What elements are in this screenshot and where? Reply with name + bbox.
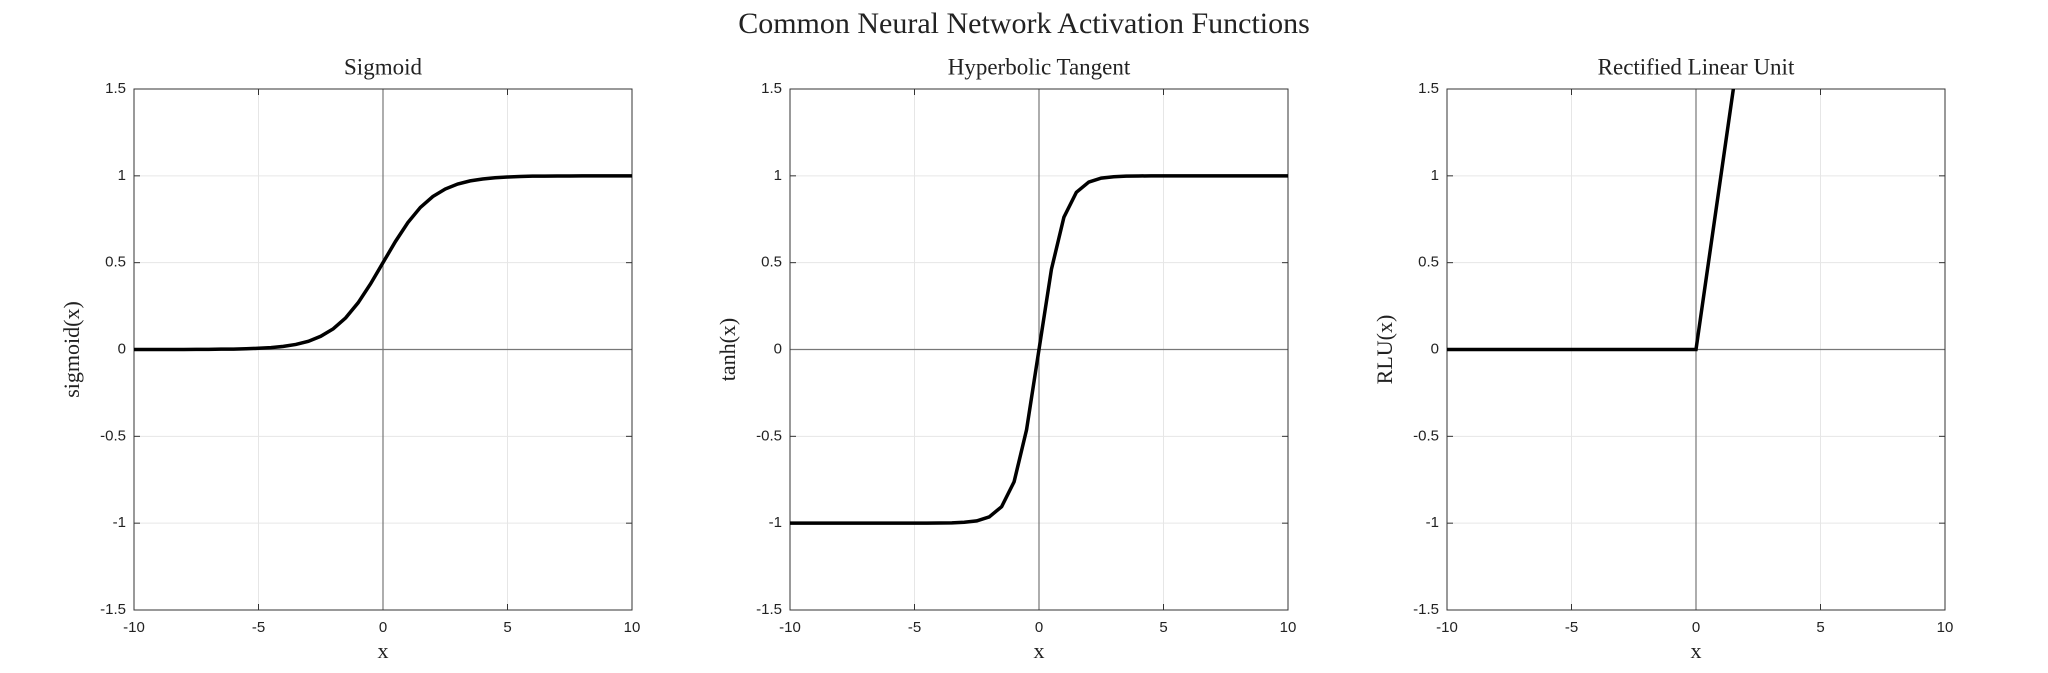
- figure-title: Common Neural Network Activation Functio…: [738, 7, 1310, 40]
- y-tick-label: -1: [113, 514, 126, 531]
- y-tick-label: -1.5: [100, 601, 126, 618]
- x-axis-label: x: [378, 638, 389, 663]
- line: [1447, 89, 1736, 352]
- line: [134, 174, 632, 352]
- x-tick-label: 0: [379, 619, 387, 636]
- y-tick-label: 0: [1431, 340, 1439, 357]
- plot-frame: [789, 88, 1289, 611]
- y-tick-label: 0.5: [761, 254, 782, 271]
- x-tick-label: -5: [908, 619, 921, 636]
- plot-title: Hyperbolic Tangent: [948, 54, 1131, 79]
- y-tick-label: -1: [769, 514, 782, 531]
- x-axis-label: x: [1034, 638, 1045, 663]
- plot-title: Sigmoid: [344, 54, 422, 79]
- y-axis-label: sigmoid(x): [59, 301, 84, 398]
- x-tick-label: 10: [624, 619, 641, 636]
- y-tick-label: -0.5: [756, 427, 782, 444]
- y-tick-label: 1.5: [105, 80, 126, 97]
- y-axis-label: tanh(x): [715, 318, 740, 382]
- y-tick-label: 1: [1431, 167, 1439, 184]
- y-tick-label: 0.5: [105, 254, 126, 271]
- y-tick-label: 1.5: [761, 80, 782, 97]
- x-tick-label: 10: [1280, 619, 1297, 636]
- y-tick-label: -1.5: [756, 601, 782, 618]
- y-tick-label: -0.5: [1413, 427, 1439, 444]
- x-tick-label: 5: [1816, 619, 1824, 636]
- y-tick-label: 1: [774, 167, 782, 184]
- x-axis-label: x: [1691, 638, 1702, 663]
- x-tick-label: -5: [252, 619, 265, 636]
- y-tick-label: -0.5: [100, 427, 126, 444]
- x-tick-label: -10: [123, 619, 145, 636]
- x-tick-label: 5: [503, 619, 511, 636]
- x-tick-label: 0: [1692, 619, 1700, 636]
- y-tick-label: 1.5: [1418, 80, 1439, 97]
- y-tick-label: -1: [1426, 514, 1439, 531]
- x-tick-label: 5: [1159, 619, 1167, 636]
- x-tick-label: -10: [1436, 619, 1458, 636]
- y-tick-label: 0.5: [1418, 254, 1439, 271]
- y-axis-label: RLU(x): [1372, 315, 1397, 385]
- plot-title: Rectified Linear Unit: [1598, 54, 1795, 79]
- x-tick-label: 10: [1937, 619, 1954, 636]
- y-tick-label: -1.5: [1413, 601, 1439, 618]
- y-tick-label: 1: [118, 167, 126, 184]
- y-tick-label: 0: [774, 340, 782, 357]
- x-tick-label: -5: [1565, 619, 1578, 636]
- line: [790, 174, 1288, 525]
- x-tick-label: -10: [779, 619, 801, 636]
- x-tick-label: 0: [1035, 619, 1043, 636]
- y-tick-label: 0: [118, 340, 126, 357]
